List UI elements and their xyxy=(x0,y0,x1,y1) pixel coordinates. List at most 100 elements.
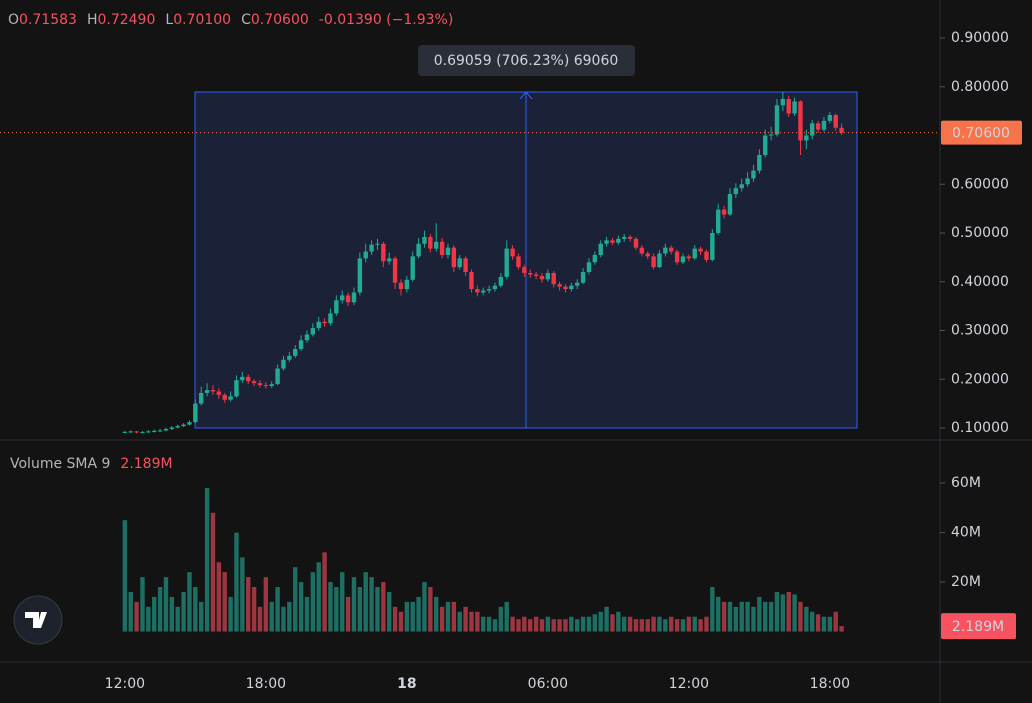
volume-bar xyxy=(674,619,680,632)
candle-body xyxy=(586,262,592,273)
measure-label: 0.69059 (706.23%) 69060 xyxy=(434,53,619,69)
volume-bar xyxy=(439,606,445,632)
legend-key: H xyxy=(87,12,98,28)
volume-bar xyxy=(610,614,615,632)
volume-bar xyxy=(551,619,556,632)
candle-body xyxy=(692,248,697,259)
volume-bar xyxy=(134,601,139,632)
volume-bar xyxy=(228,596,233,632)
volume-bar xyxy=(580,616,586,632)
legend-key: L xyxy=(165,12,173,28)
volume-bar xyxy=(445,601,451,632)
candle-body xyxy=(210,389,216,392)
legend-value: 0.70100 xyxy=(173,12,231,28)
volume-bar xyxy=(592,614,598,632)
volume-bar xyxy=(451,601,457,632)
volume-bar xyxy=(669,616,674,632)
volume-bar xyxy=(369,577,374,632)
candle-body xyxy=(434,241,439,249)
legend-value: 0.71583 xyxy=(19,12,77,28)
candle-body xyxy=(516,256,521,268)
candle-body xyxy=(281,359,286,369)
candle-body xyxy=(598,243,603,255)
y-tick-label: 0.90000 xyxy=(951,30,1009,46)
volume-bar xyxy=(269,601,274,632)
volume-bar xyxy=(234,532,239,632)
candle-body xyxy=(310,328,316,335)
volume-bar xyxy=(733,606,739,632)
candle-body xyxy=(216,391,222,395)
indicator-name: Volume SMA 9 xyxy=(10,456,110,472)
volume-bar xyxy=(569,616,574,632)
candle-body xyxy=(721,209,727,215)
volume-bar xyxy=(316,562,321,632)
candle-body xyxy=(304,334,310,341)
volume-bar xyxy=(768,601,774,632)
candle-body xyxy=(545,272,551,280)
candle-body xyxy=(445,247,451,255)
volume-bar xyxy=(404,601,410,632)
candle-body xyxy=(610,240,615,243)
candle-body xyxy=(128,431,133,433)
candle-body xyxy=(193,403,198,423)
volume-bar xyxy=(798,601,803,632)
volume-bar xyxy=(686,616,692,632)
volume-bar xyxy=(651,616,656,632)
candle-body xyxy=(833,115,838,128)
volume-bar xyxy=(622,616,627,632)
candle-body xyxy=(240,376,245,381)
candle-body xyxy=(798,101,803,141)
volume-bar xyxy=(216,562,222,632)
candle-body xyxy=(551,272,556,285)
candle-body xyxy=(363,251,368,259)
volume-bar xyxy=(486,616,492,632)
volume-bar xyxy=(222,572,227,632)
legend-key: C xyxy=(241,12,251,28)
candle-body xyxy=(627,236,633,239)
volume-bar xyxy=(416,596,421,632)
candle-body xyxy=(780,98,786,106)
logo[interactable] xyxy=(13,595,63,645)
volume-bar xyxy=(169,596,175,632)
volume-bar xyxy=(434,596,439,632)
candle-body xyxy=(410,256,415,280)
volume-legend: Volume SMA 9 2.189M xyxy=(10,456,173,472)
candle-body xyxy=(328,313,333,324)
candle-body xyxy=(157,430,163,432)
volume-bar xyxy=(193,587,198,632)
x-tick-label: 06:00 xyxy=(528,676,568,692)
candle-body xyxy=(727,194,733,215)
volume-bar xyxy=(557,619,562,632)
volume-bar xyxy=(152,596,157,632)
candle-body xyxy=(375,243,380,245)
volume-bar xyxy=(616,611,621,632)
volume-bar xyxy=(539,619,545,632)
volume-bar xyxy=(363,572,368,632)
candle-body xyxy=(704,251,709,260)
volume-bar xyxy=(657,616,662,632)
volume-bar xyxy=(310,572,316,632)
candle-body xyxy=(810,123,815,136)
volume-bar xyxy=(786,591,791,632)
candle-body xyxy=(246,376,251,382)
candle-body xyxy=(228,396,233,400)
volume-bar xyxy=(510,616,515,632)
candle-body xyxy=(569,285,574,290)
volume-bar xyxy=(780,594,786,632)
candle-body xyxy=(122,431,128,433)
series-layer xyxy=(122,91,844,632)
volume-bar xyxy=(328,582,333,632)
volume-bar xyxy=(469,611,474,632)
volume-bar xyxy=(187,572,192,632)
candle-body xyxy=(269,384,274,387)
candle-body xyxy=(739,184,744,189)
candle-body xyxy=(181,424,186,427)
y-tick-label: 0.60000 xyxy=(951,176,1009,192)
candle-body xyxy=(234,380,239,397)
candle-body xyxy=(604,240,609,244)
volume-bar xyxy=(598,611,603,632)
volume-bar xyxy=(810,611,815,632)
logo-mark[interactable] xyxy=(25,612,47,628)
candle-body xyxy=(757,155,762,171)
candle-body xyxy=(710,233,715,260)
